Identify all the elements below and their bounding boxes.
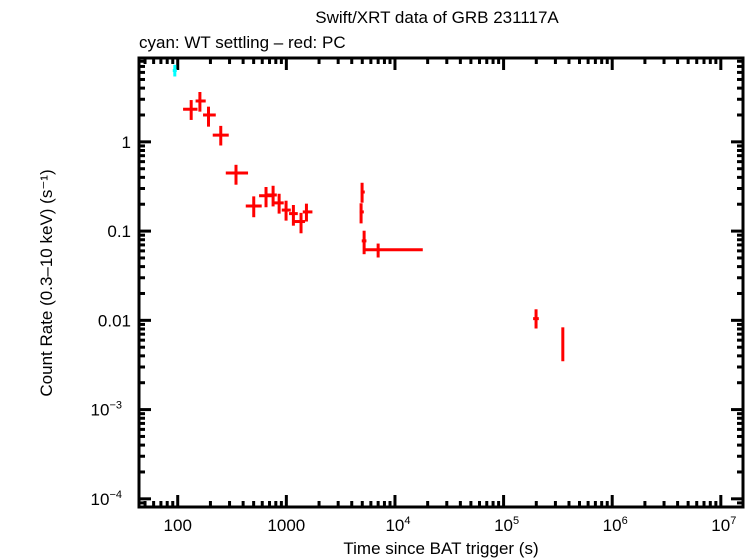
y-tick-label: 10−4 <box>91 489 122 509</box>
y-axis-label: Count Rate (0.3–10 keV) (s⁻¹) <box>37 169 56 396</box>
data-point <box>561 327 565 362</box>
data-point <box>359 203 364 224</box>
data-point <box>195 91 206 112</box>
x-tick-label: 104 <box>385 515 410 535</box>
y-tick-label: 0.1 <box>107 222 131 241</box>
data-point <box>245 196 262 218</box>
chart-subtitle: cyan: WT settling – red: PC <box>139 33 346 52</box>
data-point <box>302 203 313 222</box>
x-tick-label: 105 <box>494 515 519 535</box>
x-axis-label: Time since BAT trigger (s) <box>343 539 538 558</box>
x-tick-label: 107 <box>711 515 736 535</box>
data-point <box>212 125 229 146</box>
data-point <box>267 185 277 207</box>
data-point <box>225 164 249 185</box>
data-point <box>533 309 539 329</box>
chart-title: Swift/XRT data of GRB 231117A <box>315 8 559 27</box>
axis-ticks <box>139 58 743 507</box>
data-point <box>183 100 198 120</box>
x-tick-label: 100 <box>164 516 192 535</box>
x-tick-label: 1000 <box>267 516 305 535</box>
data-point <box>259 186 274 208</box>
data-point <box>289 205 298 226</box>
plot-frame <box>137 56 745 509</box>
data-point <box>360 182 365 203</box>
y-tick-label: 0.01 <box>98 311 131 330</box>
data-point <box>281 200 291 221</box>
data-point <box>172 64 177 77</box>
data-point <box>203 106 216 127</box>
tick-labels: 100 1000 104 105 106 107 1 0.1 0.01 10−3 10−4 <box>91 133 737 535</box>
data-point <box>273 193 284 214</box>
y-tick-label: 10−3 <box>91 400 122 420</box>
data-point <box>364 243 423 258</box>
y-tick-label: 1 <box>122 133 131 152</box>
data-point <box>294 212 306 234</box>
data-points <box>172 64 565 362</box>
x-tick-label: 106 <box>603 515 628 535</box>
